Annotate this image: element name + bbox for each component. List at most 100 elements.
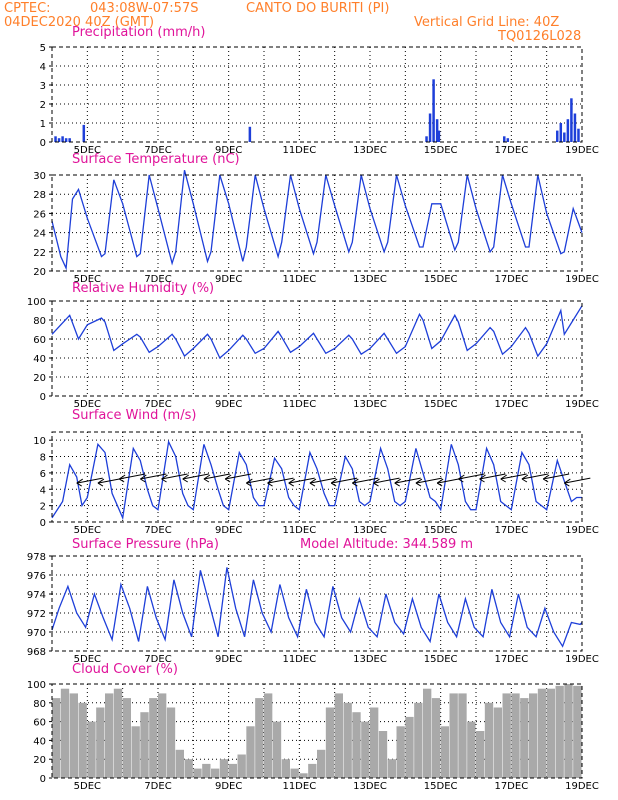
wind-arrow [542, 473, 570, 483]
bar [184, 759, 193, 778]
y-tick-label: 26 [33, 209, 46, 220]
wind-arrow-shaft [373, 477, 400, 484]
y-tick-label: 0 [40, 138, 46, 149]
wind-arrow-head [224, 474, 232, 483]
bar [431, 698, 441, 778]
x-tick-label: 19DEC [565, 145, 599, 156]
wind-arrow [564, 477, 591, 487]
y-tick-label: 40 [33, 354, 46, 365]
y-tick-label: 28 [33, 190, 46, 201]
y-tick-label: 3 [40, 81, 46, 92]
x-tick-label: 13DEC [353, 145, 387, 156]
y-tick-label: 2 [40, 502, 46, 513]
bar [228, 763, 237, 778]
wind-arrow [500, 473, 527, 483]
bar [325, 707, 335, 778]
wind-arrow-shaft [458, 473, 485, 480]
panel-precip: Precipitation (mm/h) 0 1 2 3 4 5 5DEC 7DEC 9DEC 11… [40, 25, 599, 156]
wind-arrow [330, 477, 358, 487]
bar [511, 693, 520, 778]
wind-arrow [373, 477, 400, 487]
x-tick-label: 7DEC [144, 525, 171, 536]
bar [506, 138, 510, 142]
panel-annotation: Model Altitude: 344.589 m [300, 537, 473, 552]
bar [405, 716, 414, 778]
x-tick-label: 9DEC [215, 654, 242, 665]
bar [237, 754, 246, 778]
bar [503, 136, 506, 142]
bar [113, 688, 123, 778]
x-tick-label: 7DEC [144, 399, 171, 410]
y-tick-label: 20 [33, 267, 46, 278]
x-tick-label: 13DEC [353, 654, 387, 665]
series-line [51, 170, 583, 271]
x-tick-label: 17DEC [494, 274, 528, 285]
x-tick-label: 17DEC [494, 399, 528, 410]
bar [564, 684, 573, 778]
wind-arrow [118, 473, 146, 483]
panel-title: Precipitation (mm/h) [72, 25, 205, 40]
bar [573, 113, 577, 142]
bar [425, 136, 428, 142]
wind-arrow-shaft [203, 473, 231, 480]
bar [193, 768, 202, 778]
x-tick-label: 5DEC [74, 399, 101, 410]
x-tick-label: 13DEC [353, 274, 387, 285]
y-tick-label: 100 [27, 680, 46, 691]
bar [559, 123, 563, 142]
y-tick-label: 20 [33, 373, 46, 384]
bar [435, 119, 439, 142]
x-tick-label: 11DEC [282, 399, 316, 410]
header-grid-note: Vertical Grid Line: 40Z [414, 15, 559, 30]
bar [281, 759, 290, 778]
wind-arrow-shaft [415, 477, 443, 484]
y-tick-label: 2 [40, 100, 46, 111]
y-tick-label: 10 [33, 436, 46, 447]
bar [428, 113, 432, 142]
bar [308, 763, 317, 778]
wind-arrow-head [97, 478, 105, 487]
bar [387, 759, 396, 778]
x-tick-label: 17DEC [494, 654, 528, 665]
wind-arrow-head [246, 478, 253, 487]
x-tick-label: 7DEC [144, 274, 171, 285]
x-tick-label: 5DEC [74, 145, 101, 156]
bar [64, 138, 68, 142]
bar [556, 130, 559, 142]
wind-arrow-head [352, 478, 359, 487]
wind-arrow-head [521, 474, 529, 483]
y-tick-label: 60 [33, 335, 46, 346]
y-tick-label: 1 [40, 119, 46, 130]
bar [573, 685, 582, 778]
panel-title: Surface Pressure (hPa) [72, 537, 219, 552]
x-tick-label: 15DEC [424, 145, 458, 156]
header-location: CANTO DO BURITI (PI) [246, 1, 389, 16]
wind-arrow-head [140, 474, 147, 483]
bar [467, 721, 476, 778]
y-tick-label: 978 [27, 552, 46, 563]
wind-arrow-head [118, 474, 126, 483]
bar [476, 731, 485, 778]
bar [352, 712, 361, 778]
bar [563, 132, 566, 142]
wind-arrow [182, 473, 209, 483]
bar [378, 731, 388, 778]
wind-arrow-head [373, 478, 380, 487]
y-tick-label: 4 [40, 62, 46, 73]
wind-arrow-head [436, 478, 444, 487]
bar [264, 693, 273, 778]
wind-arrow [203, 473, 231, 483]
wind-arrow [479, 473, 506, 483]
x-tick-label: 5DEC [74, 525, 101, 536]
bar [502, 693, 511, 778]
x-tick-label: 19DEC [565, 781, 599, 792]
wind-arrow-head [161, 474, 168, 483]
bar [299, 773, 308, 778]
header-source: CPTEC: [4, 1, 51, 16]
bar [577, 128, 580, 142]
x-tick-label: 7DEC [144, 654, 171, 665]
x-tick-label: 17DEC [494, 145, 528, 156]
wind-arrow-head [500, 474, 508, 483]
panel-title: Surface Temperature (nC) [72, 152, 240, 167]
wind-arrow [309, 477, 337, 487]
